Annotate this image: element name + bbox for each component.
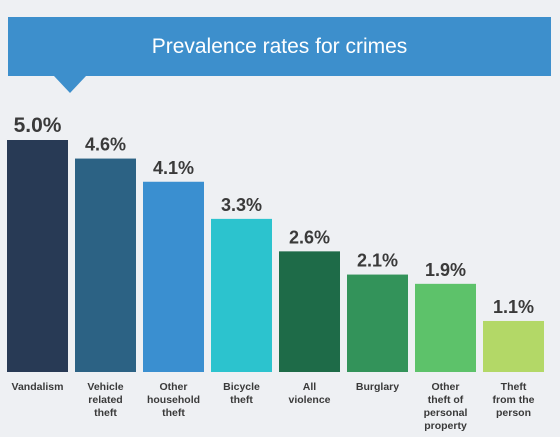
category-label-6-1: theft of — [428, 394, 464, 406]
category-label-7-2: person — [496, 407, 531, 419]
category-label-4-1: violence — [288, 394, 330, 406]
title-banner: Prevalence rates for crimes — [8, 17, 551, 93]
bar-4 — [279, 251, 340, 372]
value-label-6: 1.9% — [425, 260, 466, 280]
bar-7 — [483, 320, 544, 372]
category-label-4-0: All — [303, 381, 317, 393]
value-label-2: 4.1% — [153, 158, 194, 178]
category-label-1-2: theft — [94, 407, 117, 419]
category-label-6-0: Other — [431, 381, 459, 393]
bar-1 — [75, 158, 136, 372]
category-label-1-1: related — [88, 394, 122, 406]
value-label-7: 1.1% — [493, 297, 534, 317]
category-label-0-0: Vandalism — [12, 381, 64, 393]
category-label-6-3: property — [424, 420, 467, 432]
chart-title: Prevalence rates for crimes — [151, 35, 408, 58]
category-label-2-1: household — [147, 394, 200, 406]
category-label-3-0: Bicycle — [223, 381, 260, 393]
value-label-4: 2.6% — [289, 227, 330, 247]
category-label-2-0: Other — [159, 381, 187, 393]
value-label-5: 2.1% — [357, 251, 398, 271]
bar-6 — [415, 283, 476, 372]
category-label-1-0: Vehicle — [87, 381, 123, 393]
bar-2 — [143, 181, 204, 372]
value-label-0: 5.0% — [14, 114, 62, 137]
category-label-7-1: from the — [493, 394, 535, 406]
category-label-2-2: theft — [162, 407, 185, 419]
category-label-6-2: personal — [424, 407, 468, 419]
bar-5 — [347, 274, 408, 372]
value-label-1: 4.6% — [85, 135, 126, 155]
title-pointer — [54, 76, 86, 93]
category-label-7-0: Theft — [501, 381, 527, 393]
category-label-3-1: theft — [230, 394, 253, 406]
value-label-3: 3.3% — [221, 195, 262, 215]
bar-0 — [7, 140, 68, 372]
category-label-5-0: Burglary — [356, 381, 399, 393]
bar-3 — [211, 218, 272, 372]
